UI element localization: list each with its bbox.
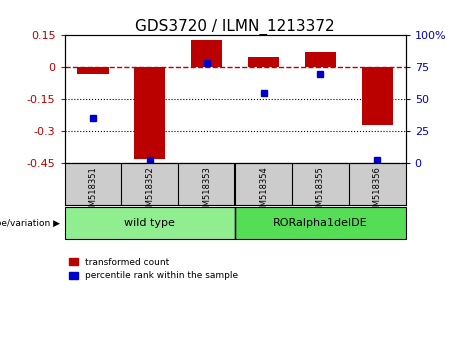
Title: GDS3720 / ILMN_1213372: GDS3720 / ILMN_1213372 (135, 19, 335, 35)
Text: GSM518351: GSM518351 (89, 166, 97, 217)
Bar (361, 67, 393, 125)
Text: GSM518352: GSM518352 (145, 166, 154, 217)
Bar (191, 40, 222, 67)
Bar (235, 207, 406, 239)
Text: RORalpha1delDE: RORalpha1delDE (273, 218, 368, 228)
Text: GSM518353: GSM518353 (202, 166, 211, 217)
Bar (77, 67, 109, 74)
Bar (134, 67, 165, 159)
Text: GSM518355: GSM518355 (316, 166, 325, 217)
Text: wild type: wild type (124, 218, 175, 228)
Legend: transformed count, percentile rank within the sample: transformed count, percentile rank withi… (69, 258, 238, 280)
Bar (248, 57, 279, 67)
Bar (65, 207, 235, 239)
Text: GSM518356: GSM518356 (373, 166, 382, 217)
Text: genotype/variation ▶: genotype/variation ▶ (0, 218, 60, 228)
Text: GSM518354: GSM518354 (259, 166, 268, 217)
Bar (305, 52, 336, 67)
